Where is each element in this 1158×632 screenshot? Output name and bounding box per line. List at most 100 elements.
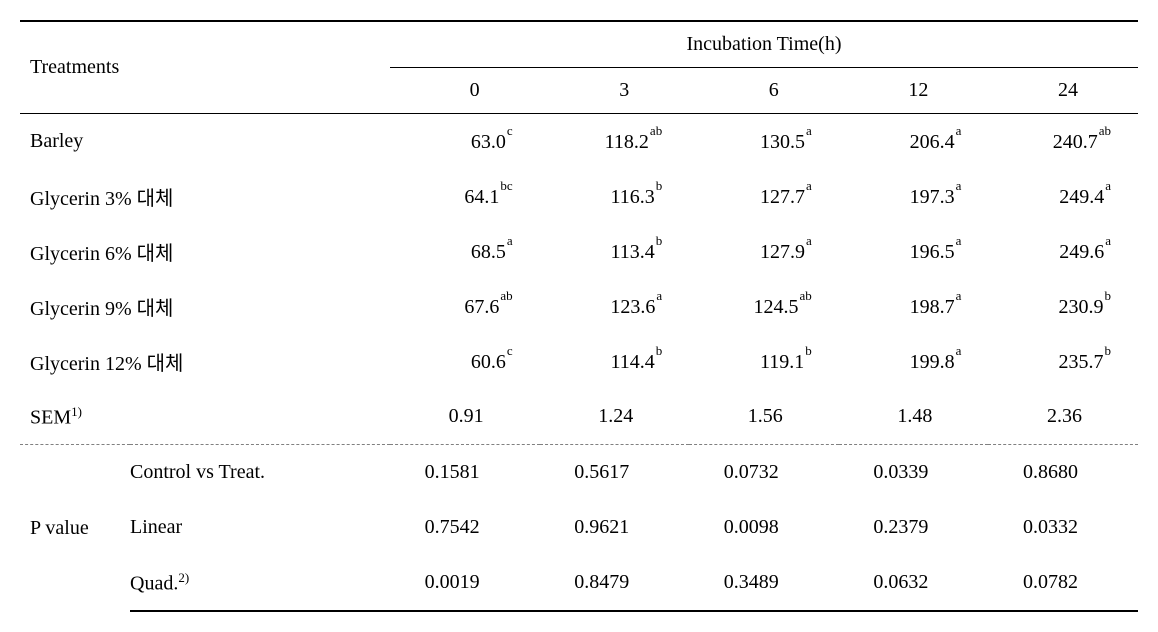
value-number: 113.4 — [610, 241, 654, 264]
pvalue-sublabel: Quad.2) — [130, 555, 390, 611]
sem-value: 1.48 — [839, 389, 989, 445]
pvalue-cell: 0.5617 — [540, 445, 690, 501]
value-superscript: a — [806, 178, 812, 193]
value-cell: 68.5a — [390, 224, 540, 279]
value-superscript: bc — [500, 178, 512, 193]
value-cell: 230.9b — [988, 279, 1138, 334]
sem-footnote: 1) — [71, 404, 82, 419]
sem-value: 0.91 — [390, 389, 540, 445]
pvalue-row: P valueControl vs Treat.0.15810.56170.07… — [20, 445, 1138, 501]
value-cell: 116.3b — [540, 169, 690, 224]
pvalue-cell: 0.0019 — [390, 555, 540, 611]
pvalue-footnote: 2) — [178, 570, 189, 585]
pvalue-row: Quad.2)0.00190.84790.34890.06320.0782 — [20, 555, 1138, 611]
pvalue-cell: 0.0098 — [689, 500, 839, 555]
value-cell: 127.9a — [689, 224, 839, 279]
pvalue-sublabel: Control vs Treat. — [130, 445, 390, 501]
value-cell: 196.5a — [839, 224, 989, 279]
data-table: Treatments Incubation Time(h) 0 3 6 12 2… — [20, 20, 1138, 612]
value-superscript: a — [806, 233, 812, 248]
pvalue-cell: 0.0782 — [988, 555, 1138, 611]
value-number: 118.2 — [605, 131, 649, 154]
header-time-4: 24 — [988, 68, 1138, 114]
value-cell: 114.4b — [540, 334, 690, 389]
value-superscript: c — [507, 123, 513, 138]
treatment-label: Glycerin 3% 대체 — [20, 169, 390, 224]
value-number: 235.7 — [1059, 351, 1104, 374]
value-number: 60.6 — [471, 351, 506, 374]
value-superscript: b — [805, 343, 812, 358]
pvalue-cell: 0.8680 — [988, 445, 1138, 501]
value-cell: 63.0c — [390, 114, 540, 170]
pvalue-cell: 0.7542 — [390, 500, 540, 555]
sem-row: SEM1)0.911.241.561.482.36 — [20, 389, 1138, 445]
value-superscript: b — [656, 178, 663, 193]
value-superscript: a — [1105, 178, 1111, 193]
pvalue-cell: 0.2379 — [839, 500, 989, 555]
value-cell: 123.6a — [540, 279, 690, 334]
value-superscript: ab — [650, 123, 662, 138]
sem-label: SEM1) — [20, 389, 390, 445]
value-cell: 113.4b — [540, 224, 690, 279]
value-superscript: a — [956, 343, 962, 358]
value-number: 114.4 — [610, 351, 654, 374]
value-superscript: a — [956, 233, 962, 248]
value-number: 197.3 — [910, 186, 955, 209]
value-cell: 60.6c — [390, 334, 540, 389]
value-number: 130.5 — [760, 131, 805, 154]
value-number: 249.6 — [1059, 241, 1104, 264]
value-superscript: ab — [1099, 123, 1111, 138]
treatment-label: Glycerin 9% 대체 — [20, 279, 390, 334]
value-superscript: ab — [500, 288, 512, 303]
pvalue-cell: 0.3489 — [689, 555, 839, 611]
value-number: 198.7 — [910, 296, 955, 319]
value-number: 196.5 — [910, 241, 955, 264]
value-superscript: ab — [800, 288, 812, 303]
value-superscript: a — [956, 178, 962, 193]
value-cell: 197.3a — [839, 169, 989, 224]
treatment-label: Glycerin 12% 대체 — [20, 334, 390, 389]
table-row: Barley63.0c118.2ab130.5a206.4a240.7ab — [20, 114, 1138, 170]
value-superscript: a — [507, 233, 513, 248]
value-cell: 130.5a — [689, 114, 839, 170]
table-row: Glycerin 3% 대체64.1bc116.3b127.7a197.3a24… — [20, 169, 1138, 224]
value-superscript: a — [1105, 233, 1111, 248]
value-cell: 124.5ab — [689, 279, 839, 334]
value-number: 119.1 — [760, 351, 804, 374]
value-cell: 235.7b — [988, 334, 1138, 389]
value-cell: 199.8a — [839, 334, 989, 389]
value-cell: 206.4a — [839, 114, 989, 170]
value-number: 68.5 — [471, 241, 506, 264]
value-superscript: a — [656, 288, 662, 303]
header-time-1: 3 — [540, 68, 690, 114]
treatment-label: Glycerin 6% 대체 — [20, 224, 390, 279]
value-number: 64.1 — [464, 186, 499, 209]
value-cell: 118.2ab — [540, 114, 690, 170]
pvalue-cell: 0.0339 — [839, 445, 989, 501]
header-time-3: 12 — [839, 68, 989, 114]
pvalue-cell: 0.0332 — [988, 500, 1138, 555]
value-number: 230.9 — [1059, 296, 1104, 319]
table-row: Glycerin 12% 대체60.6c114.4b119.1b199.8a23… — [20, 334, 1138, 389]
value-number: 63.0 — [471, 131, 506, 154]
value-cell: 249.6a — [988, 224, 1138, 279]
value-number: 127.7 — [760, 186, 805, 209]
value-cell: 249.4a — [988, 169, 1138, 224]
value-superscript: a — [956, 288, 962, 303]
pvalue-sublabel: Linear — [130, 500, 390, 555]
value-superscript: b — [656, 343, 663, 358]
value-cell: 240.7ab — [988, 114, 1138, 170]
value-number: 123.6 — [610, 296, 655, 319]
value-superscript: b — [1105, 343, 1112, 358]
pvalue-cell: 0.0632 — [839, 555, 989, 611]
value-number: 199.8 — [910, 351, 955, 374]
value-number: 116.3 — [610, 186, 654, 209]
pvalue-cell: 0.0732 — [689, 445, 839, 501]
table-row: Glycerin 9% 대체67.6ab123.6a124.5ab198.7a2… — [20, 279, 1138, 334]
sem-value: 1.56 — [689, 389, 839, 445]
value-cell: 119.1b — [689, 334, 839, 389]
treatment-label: Barley — [20, 114, 390, 170]
value-number: 240.7 — [1053, 131, 1098, 154]
pvalue-cell: 0.9621 — [540, 500, 690, 555]
value-superscript: a — [956, 123, 962, 138]
